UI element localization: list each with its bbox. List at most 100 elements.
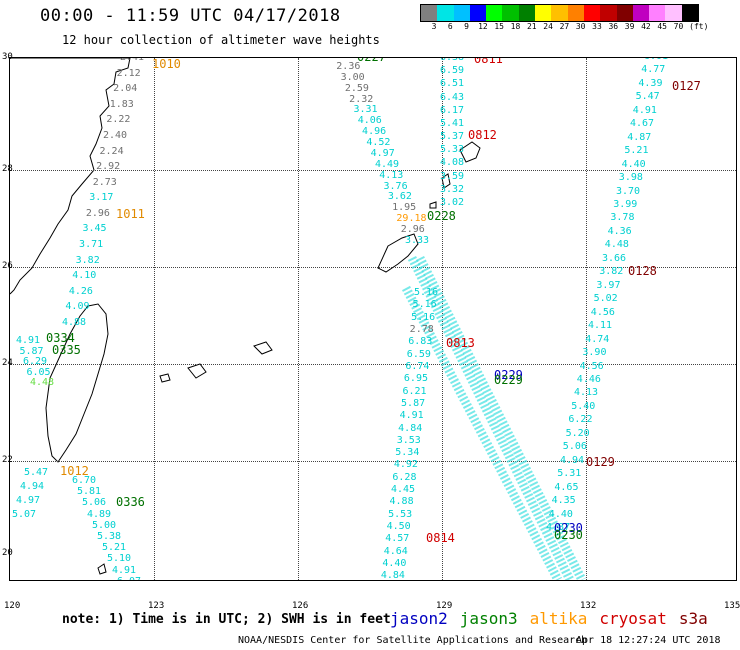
wave-height-value: 5.47: [24, 467, 49, 478]
wave-height-value: 5.40: [571, 400, 596, 412]
wave-height-value: 4.97: [370, 147, 395, 159]
wave-height-value: 5.20: [565, 427, 590, 439]
wave-height-value: 4.92: [393, 459, 418, 471]
wave-height-value: 5.33: [440, 144, 465, 156]
colorbar-tick-label: (ft): [689, 22, 709, 31]
colorbar-swatch: [469, 5, 487, 21]
wave-height-value: 4.06: [357, 115, 382, 127]
colorbar-tick-label: 12: [478, 22, 488, 31]
wave-height-value: 3.17: [89, 192, 114, 204]
colorbar-tick-label: 39: [624, 22, 635, 31]
pass-time-label: 0228: [427, 209, 456, 223]
colorbar-swatch: [600, 5, 617, 21]
colorbar-tick-label: 3: [431, 22, 437, 31]
latitude-gridline: [10, 364, 736, 365]
wave-height-value: 5.53: [388, 508, 413, 520]
dense-track-band: [402, 255, 587, 580]
wave-height-value: 4.11: [588, 320, 613, 332]
wave-height-value: 4.56: [579, 360, 604, 372]
wave-height-value: 5.87: [19, 345, 44, 357]
map-subtitle: 12 hour collection of altimeter wave hei…: [62, 33, 380, 47]
wave-height-value: 6.17: [440, 104, 465, 116]
wave-height-value: 5.00: [92, 519, 117, 531]
pass-time-label: 0229: [494, 373, 523, 387]
wave-height-value: 6.21: [402, 385, 427, 397]
wave-height-value: 6.70: [72, 475, 97, 486]
yonaguni-island: [159, 373, 171, 383]
colorbar-tick-label: 30: [575, 22, 586, 31]
latitude-gridline: [10, 461, 736, 462]
colorbar-swatch: [632, 5, 650, 21]
wave-height-value: 3.82: [75, 254, 100, 266]
wave-height-value: 5.21: [624, 145, 649, 157]
colorbar-tick-label: 36: [608, 22, 619, 31]
wave-height-value: 4.36: [607, 225, 632, 237]
wave-height-value: 3.97: [596, 279, 621, 291]
wave-height-value: 4.87: [546, 522, 571, 533]
track-streak: [415, 255, 587, 580]
colorbar-tick-label: 70: [673, 22, 684, 31]
colorbar-tick-label: 6: [447, 22, 453, 31]
wave-height-value: 5.16: [412, 299, 437, 311]
colorbar-swatch: [437, 5, 454, 21]
miyako-islands: [253, 341, 273, 355]
china-coastline: [10, 58, 131, 295]
colorbar-tick-label: 42: [641, 22, 651, 31]
wave-height-value: 5.02: [593, 293, 618, 305]
wave-height-value: 6.38: [440, 57, 465, 63]
longitude-gridline: [154, 58, 155, 580]
latitude-label: 24: [2, 358, 13, 368]
wave-height-value: 4.64: [383, 545, 408, 557]
wave-height-value: 2.40: [102, 129, 128, 141]
wave-height-value: 5.87: [401, 397, 426, 409]
wave-height-value: 5.07: [12, 509, 37, 520]
wave-height-value: 4.26: [68, 285, 93, 297]
longitude-label: 135: [724, 601, 740, 611]
coastline-layer: [10, 58, 481, 575]
wave-height-value: 6.59: [440, 65, 465, 77]
wave-height-value: 4.45: [390, 484, 416, 496]
wave-height-value: 2.41: [120, 57, 145, 63]
pass-time-label: 0811: [474, 57, 503, 66]
wave-height-value: 4.48: [30, 377, 55, 388]
wave-height-value: 4.91: [112, 564, 137, 576]
wave-height-value: 5.81: [77, 486, 102, 498]
wave-height-value: 3.00: [340, 71, 365, 83]
pass-time-label: 0128: [628, 264, 657, 278]
colorbar-swatch: [518, 5, 536, 21]
wave-height-value: 5.16: [411, 311, 436, 323]
wave-height-value: 4.50: [386, 521, 411, 533]
pass-time-label: 0335: [52, 343, 81, 357]
satellite-legend-item: s3a: [678, 609, 708, 628]
colorbar-swatch: [616, 5, 633, 21]
wave-height-value: 6.83: [408, 336, 433, 348]
ishigaki-islands: [187, 363, 207, 379]
wave-height-value: 6.51: [440, 78, 465, 90]
wave-height-value: 4.97: [16, 495, 41, 506]
wave-height-value: 6.59: [406, 348, 431, 360]
wave-height-value: 4.74: [585, 333, 610, 345]
wave-height-value: 5.38: [97, 531, 122, 542]
credit-text: NOAA/NESDIS Center for Satellite Applica…: [238, 635, 588, 646]
wave-height-value: 4.94: [560, 454, 585, 466]
colorbar-ticks: 3 6 9 12 15 18 21 24 27 30 33 36 39 42 45 70 (ft): [420, 22, 730, 34]
latitude-label: 30: [2, 52, 13, 62]
wave-height-value: 5.34: [395, 447, 420, 459]
wave-height-value: 1.83: [109, 98, 134, 110]
longitude-gridline: [586, 58, 587, 580]
wave-height-value: 4.13: [379, 169, 404, 181]
latitude-label: 26: [2, 261, 13, 271]
wave-height-value: 4.08: [440, 157, 465, 169]
colorbar-tick-label: 45: [657, 22, 668, 31]
colorbar-swatch: [649, 5, 666, 21]
wave-height-value: 4.48: [604, 239, 629, 251]
latitude-gridline: [10, 170, 736, 171]
okinawa-island: [377, 233, 419, 273]
wave-height-value: 3.76: [383, 180, 408, 192]
satellite-legend-item: jason2: [390, 609, 448, 628]
pass-time-label: 1010: [152, 57, 181, 71]
wave-height-value: 3.59: [440, 170, 465, 182]
colorbar-swatch: [551, 5, 568, 21]
latitude-label: 20: [2, 548, 13, 558]
colorbar-swatch: [665, 5, 682, 21]
